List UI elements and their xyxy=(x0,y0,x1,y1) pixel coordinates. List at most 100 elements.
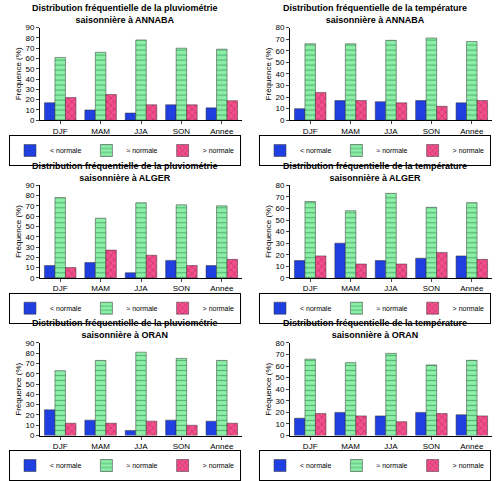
svg-text:60: 60 xyxy=(275,204,284,213)
svg-text:40: 40 xyxy=(275,70,284,79)
svg-text:80: 80 xyxy=(25,349,34,358)
svg-text:Fréquence (%): Fréquence (%) xyxy=(264,205,273,258)
svg-text:20: 20 xyxy=(25,411,34,420)
svg-text:MAM: MAM xyxy=(341,284,360,293)
svg-text:JJA: JJA xyxy=(134,284,148,293)
svg-text:Année: Année xyxy=(460,442,484,451)
svg-text:SON: SON xyxy=(423,442,441,451)
svg-text:70: 70 xyxy=(25,202,34,211)
svg-text:50: 50 xyxy=(25,380,34,389)
svg-text:Distribution fréquentielle de: Distribution fréquentielle de la pluviom… xyxy=(32,161,218,183)
svg-text:40: 40 xyxy=(275,227,284,236)
svg-text:> normale: > normale xyxy=(203,462,234,469)
svg-text:Année: Année xyxy=(210,442,234,451)
svg-text:< normale: < normale xyxy=(50,462,81,469)
svg-text:MAM: MAM xyxy=(91,284,110,293)
svg-text:JJA: JJA xyxy=(134,127,148,136)
svg-text:JJA: JJA xyxy=(384,127,398,136)
svg-text:≈ normale: ≈ normale xyxy=(376,462,407,469)
svg-text:DJF: DJF xyxy=(53,127,68,136)
svg-text:80: 80 xyxy=(275,181,284,190)
svg-text:≈ normale: ≈ normale xyxy=(376,147,407,154)
svg-text:Distribution fréquentielle de: Distribution fréquentielle de la pluviom… xyxy=(32,318,218,340)
svg-text:30: 30 xyxy=(275,81,284,90)
svg-text:40: 40 xyxy=(25,390,34,399)
svg-text:Année: Année xyxy=(210,284,234,293)
svg-text:< normale: < normale xyxy=(300,462,331,469)
svg-text:80: 80 xyxy=(275,23,284,32)
svg-text:> normale: > normale xyxy=(453,305,484,312)
svg-text:60: 60 xyxy=(25,370,34,379)
svg-text:10: 10 xyxy=(275,420,284,429)
svg-text:< normale: < normale xyxy=(50,147,81,154)
svg-text:Distribution fréquentielle de: Distribution fréquentielle de la tempéra… xyxy=(283,161,467,183)
svg-text:DJF: DJF xyxy=(303,442,318,451)
svg-text:MAM: MAM xyxy=(341,127,360,136)
svg-text:70: 70 xyxy=(25,44,34,53)
svg-text:30: 30 xyxy=(275,397,284,406)
svg-text:70: 70 xyxy=(275,350,284,359)
svg-text:JJA: JJA xyxy=(134,442,148,451)
svg-text:0: 0 xyxy=(280,274,285,283)
svg-text:0: 0 xyxy=(30,431,35,440)
svg-text:80: 80 xyxy=(25,34,34,43)
svg-text:Année: Année xyxy=(210,127,234,136)
svg-text:30: 30 xyxy=(275,239,284,248)
svg-text:Année: Année xyxy=(460,127,484,136)
svg-text:MAM: MAM xyxy=(91,127,110,136)
svg-text:> normale: > normale xyxy=(203,147,234,154)
svg-text:50: 50 xyxy=(25,65,34,74)
svg-text:SON: SON xyxy=(423,127,441,136)
svg-text:20: 20 xyxy=(25,253,34,262)
svg-text:60: 60 xyxy=(275,362,284,371)
svg-text:50: 50 xyxy=(25,222,34,231)
svg-text:0: 0 xyxy=(280,431,285,440)
svg-text:≈ normale: ≈ normale xyxy=(126,147,157,154)
svg-text:SON: SON xyxy=(173,284,191,293)
svg-text:0: 0 xyxy=(280,116,285,125)
svg-text:Fréquence (%): Fréquence (%) xyxy=(14,47,23,100)
svg-text:80: 80 xyxy=(25,191,34,200)
svg-text:SON: SON xyxy=(173,127,191,136)
svg-text:Fréquence (%): Fréquence (%) xyxy=(14,205,23,258)
svg-text:JJA: JJA xyxy=(384,442,398,451)
svg-text:10: 10 xyxy=(25,263,34,272)
svg-text:DJF: DJF xyxy=(303,127,318,136)
svg-text:40: 40 xyxy=(25,75,34,84)
svg-text:10: 10 xyxy=(275,262,284,271)
svg-text:30: 30 xyxy=(25,400,34,409)
svg-text:< normale: < normale xyxy=(50,305,81,312)
svg-text:≈ normale: ≈ normale xyxy=(376,305,407,312)
svg-text:Distribution fréquentielle de: Distribution fréquentielle de la tempéra… xyxy=(283,3,467,25)
svg-text:50: 50 xyxy=(275,216,284,225)
svg-text:20: 20 xyxy=(275,93,284,102)
svg-text:20: 20 xyxy=(25,95,34,104)
svg-text:DJF: DJF xyxy=(53,284,68,293)
svg-text:≈ normale: ≈ normale xyxy=(126,462,157,469)
svg-text:50: 50 xyxy=(275,58,284,67)
svg-text:60: 60 xyxy=(275,47,284,56)
svg-text:SON: SON xyxy=(423,284,441,293)
svg-text:70: 70 xyxy=(275,35,284,44)
svg-text:40: 40 xyxy=(275,385,284,394)
svg-text:10: 10 xyxy=(25,421,34,430)
svg-text:40: 40 xyxy=(25,233,34,242)
svg-text:DJF: DJF xyxy=(53,442,68,451)
svg-text:30: 30 xyxy=(25,243,34,252)
svg-text:20: 20 xyxy=(275,408,284,417)
svg-text:70: 70 xyxy=(275,193,284,202)
svg-text:80: 80 xyxy=(275,339,284,348)
svg-text:0: 0 xyxy=(30,274,35,283)
svg-text:70: 70 xyxy=(25,359,34,368)
svg-text:JJA: JJA xyxy=(384,284,398,293)
svg-text:> normale: > normale xyxy=(453,147,484,154)
svg-text:> normale: > normale xyxy=(453,462,484,469)
svg-text:60: 60 xyxy=(25,212,34,221)
svg-text:90: 90 xyxy=(25,181,34,190)
svg-text:> normale: > normale xyxy=(203,305,234,312)
svg-text:≈ normale: ≈ normale xyxy=(126,305,157,312)
svg-text:Fréquence (%): Fréquence (%) xyxy=(264,362,273,415)
svg-text:Distribution fréquentielle de: Distribution fréquentielle de la tempéra… xyxy=(283,318,467,340)
svg-text:< normale: < normale xyxy=(300,147,331,154)
svg-text:60: 60 xyxy=(25,54,34,63)
